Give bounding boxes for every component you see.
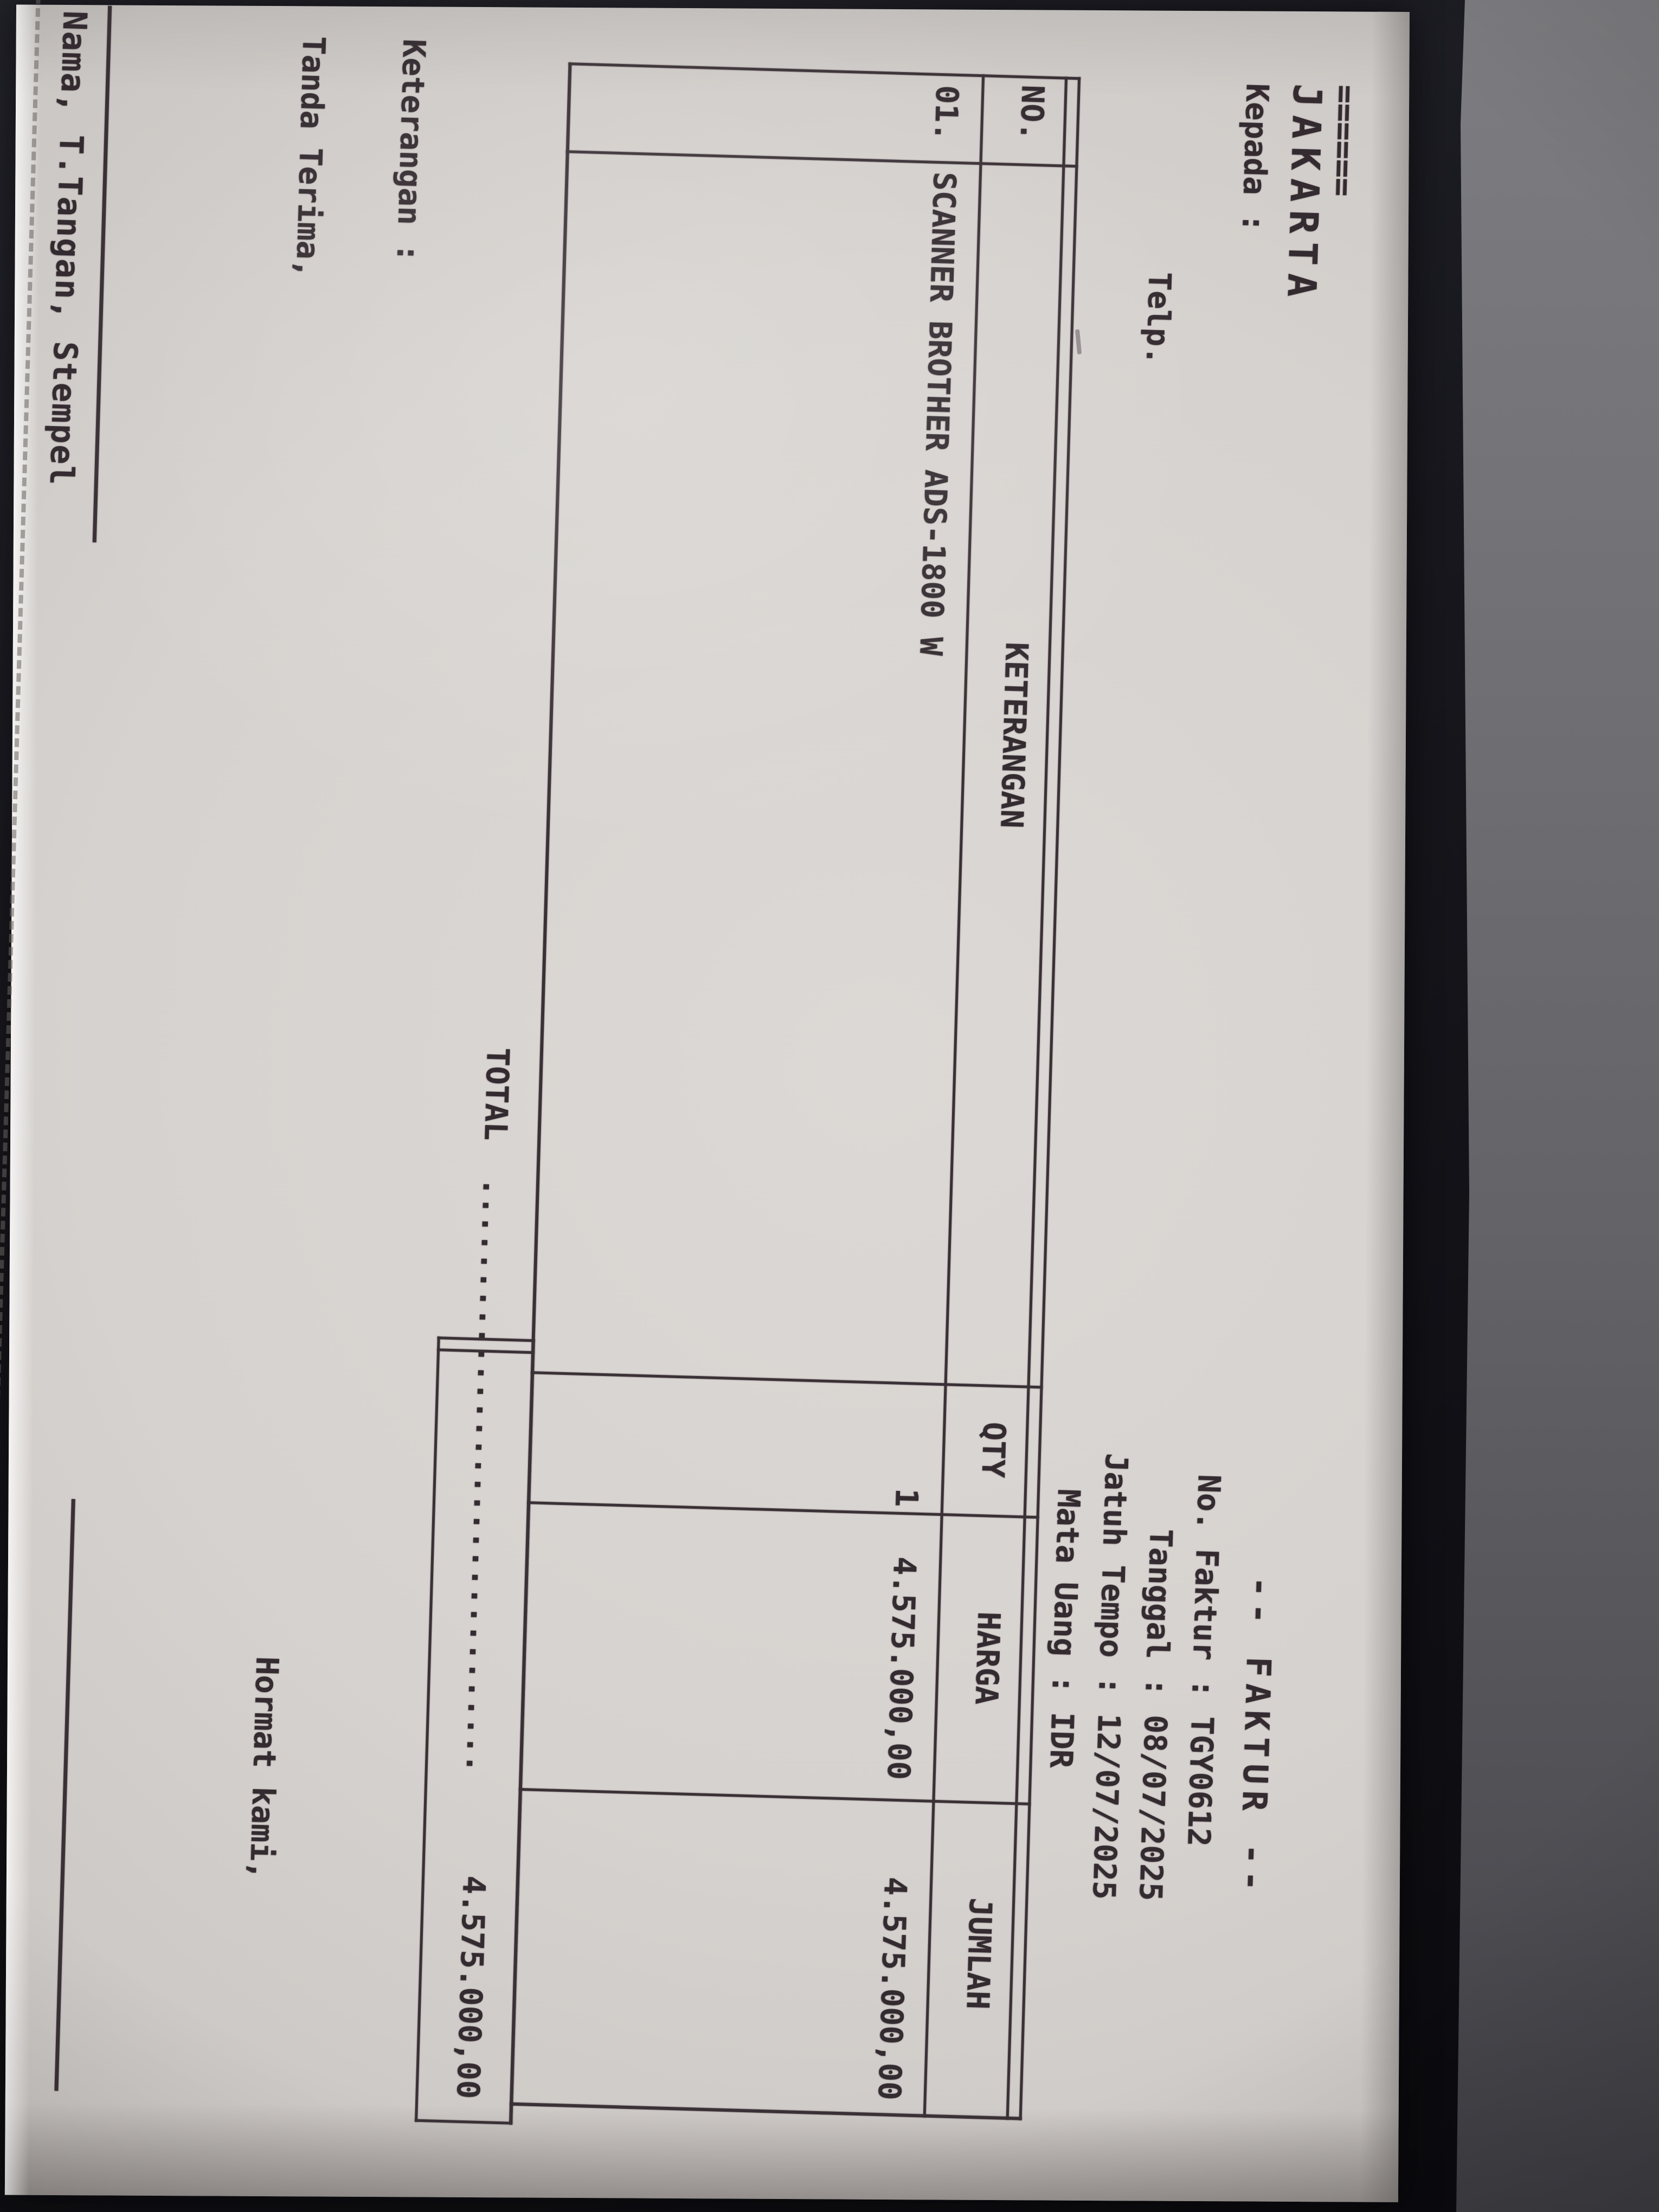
col-header-jumlah: JUMLAH	[959, 1897, 999, 2010]
invoice-content: ====== JAKARTA Kepada : Telp. -- FAKTUR …	[0, 0, 1363, 2156]
table-top-border-outer	[1019, 77, 1081, 2120]
signature-line-right	[54, 1499, 75, 2091]
total-box-top	[509, 1339, 535, 2125]
table-left-border	[568, 62, 1081, 80]
table-right-border	[509, 2102, 1022, 2120]
col-sep-no-keterangan	[565, 150, 1078, 168]
invoice-currency-line: Mata Uang : IDR	[1043, 1451, 1088, 1769]
company-city: JAKARTA	[1278, 83, 1330, 306]
hormat-kami-label: Hormat kami,	[242, 1656, 285, 1880]
col-header-no: NO.	[1013, 84, 1051, 142]
row-keterangan: SCANNER BROTHER ADS-1800 W	[912, 171, 962, 657]
row-qty: 1	[888, 1488, 925, 1508]
signature-line-left	[92, 5, 112, 543]
col-header-keterangan: KETERANGAN	[993, 641, 1035, 829]
col-sep-qty-harga	[526, 1501, 1039, 1519]
total-label: TOTAL ................................	[459, 1047, 516, 1773]
table-surface-background	[1456, 0, 1659, 2212]
row-harga: 4.575.000,00	[880, 1556, 923, 1780]
signature-caption: Nama, T.Tangan, Stempel	[42, 10, 94, 487]
table-top-border-inner	[1006, 76, 1068, 2120]
col-sep-keterangan-qty	[530, 1371, 1043, 1389]
telp-label: Telp.	[1139, 271, 1178, 366]
document-title: -- FAKTUR --	[1232, 1576, 1281, 1898]
total-box-bottom	[415, 1336, 440, 2122]
row-jumlah: 4.575.000,00	[871, 1876, 914, 2101]
stray-mark	[1075, 329, 1082, 355]
total-box-right	[415, 2119, 513, 2125]
col-header-harga: HARGA	[968, 1611, 1007, 1706]
total-value: 4.575.000,00	[449, 1875, 492, 2100]
paper-perforation-edge	[0, 0, 41, 2156]
tanda-terima-label: Tanda Terima,	[288, 35, 332, 279]
row-no: 01.	[927, 85, 965, 142]
col-sep-harga-jumlah	[518, 1787, 1031, 1806]
invoice-paper: ====== JAKARTA Kepada : Telp. -- FAKTUR …	[0, 0, 1410, 2202]
col-header-qty: QTY	[974, 1421, 1012, 1478]
kepada-label: Kepada :	[1235, 82, 1275, 233]
keterangan-label: Keterangan :	[389, 38, 432, 263]
